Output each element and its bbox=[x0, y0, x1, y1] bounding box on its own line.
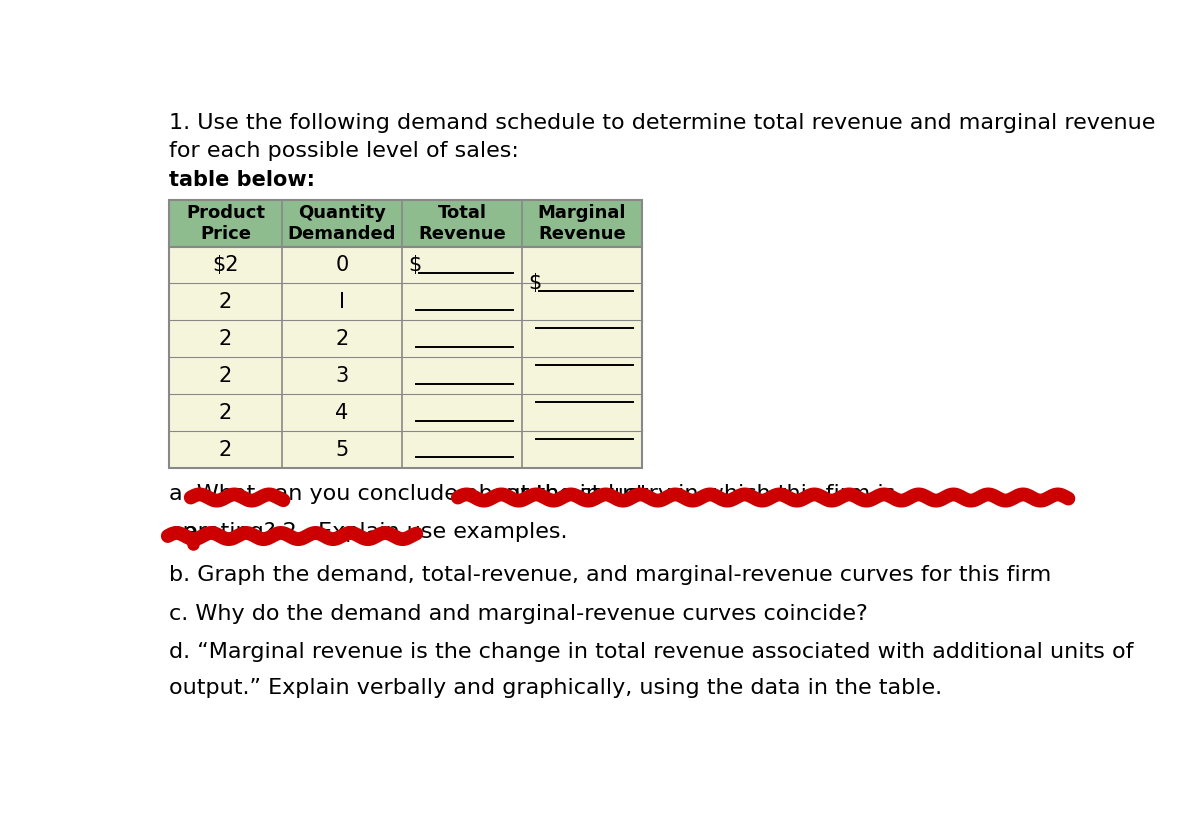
Text: output.” Explain verbally and graphically, using the data in the table.: output.” Explain verbally and graphicall… bbox=[169, 678, 942, 698]
Text: 0: 0 bbox=[335, 255, 348, 275]
Text: Marginal
Revenue: Marginal Revenue bbox=[538, 204, 626, 243]
Text: 2: 2 bbox=[218, 440, 232, 460]
Text: Product
Price: Product Price bbox=[186, 204, 265, 243]
Text: $: $ bbox=[528, 273, 541, 293]
Text: Quantity
Demanded: Quantity Demanded bbox=[288, 204, 396, 243]
Text: $2: $2 bbox=[212, 255, 239, 275]
Text: or the industry in which this firm is: or the industry in which this firm is bbox=[506, 483, 895, 504]
Text: d. “Marginal revenue is the change in total revenue associated with additional u: d. “Marginal revenue is the change in to… bbox=[169, 642, 1134, 662]
Text: for each possible level of sales:: for each possible level of sales: bbox=[169, 141, 520, 161]
Text: 2: 2 bbox=[218, 402, 232, 423]
Text: $: $ bbox=[408, 255, 421, 275]
Text: 3: 3 bbox=[335, 366, 348, 386]
Text: table below:: table below: bbox=[169, 170, 316, 190]
Text: erating? 2   Explain use examples.: erating? 2 Explain use examples. bbox=[184, 522, 568, 542]
Text: I: I bbox=[338, 292, 344, 312]
Bar bbox=[169, 200, 642, 246]
Text: 2: 2 bbox=[335, 329, 348, 349]
Text: op: op bbox=[169, 522, 197, 542]
Text: 2: 2 bbox=[218, 329, 232, 349]
Text: 1. Use the following demand schedule to determine total revenue and marginal rev: 1. Use the following demand schedule to … bbox=[169, 114, 1156, 134]
Text: c. Why do the demand and marginal-revenue curves coincide?: c. Why do the demand and marginal-revenu… bbox=[169, 604, 868, 624]
Text: b. Graph the demand, total-revenue, and marginal-revenue curves for this firm: b. Graph the demand, total-revenue, and … bbox=[169, 565, 1051, 585]
Text: 2: 2 bbox=[218, 366, 232, 386]
Text: 2: 2 bbox=[218, 292, 232, 312]
Text: 4: 4 bbox=[335, 402, 348, 423]
Text: Total
Revenue: Total Revenue bbox=[418, 204, 506, 243]
Text: 5: 5 bbox=[335, 440, 348, 460]
Bar bbox=[169, 246, 642, 468]
Text: a. What can you conclude about the struct: a. What can you conclude about the struc… bbox=[169, 483, 646, 504]
